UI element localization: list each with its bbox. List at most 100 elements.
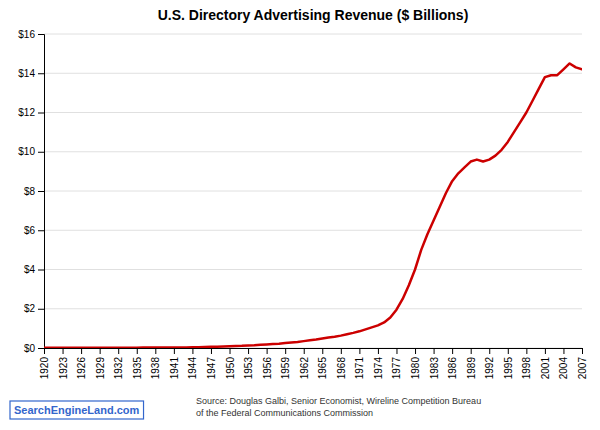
x-tick-mark bbox=[174, 348, 175, 354]
x-tick-mark bbox=[471, 348, 472, 354]
x-tick-mark bbox=[434, 348, 435, 354]
x-tick: 1983 bbox=[429, 348, 440, 379]
x-tick-mark bbox=[230, 348, 231, 354]
grid-line bbox=[44, 112, 582, 113]
x-tick-label: 1941 bbox=[169, 357, 180, 380]
x-tick: 1989 bbox=[466, 348, 477, 379]
y-tick-label: $14 bbox=[18, 68, 35, 79]
x-tick-label: 1926 bbox=[76, 357, 87, 380]
y-tick-label: $4 bbox=[24, 264, 36, 275]
x-tick-mark bbox=[359, 348, 360, 354]
x-tick: 2004 bbox=[558, 348, 569, 379]
x-axis-line bbox=[45, 349, 583, 355]
x-tick-label: 1971 bbox=[354, 357, 365, 380]
y-tick-mark bbox=[38, 191, 44, 192]
x-tick-mark bbox=[285, 348, 286, 354]
x-tick-label: 2007 bbox=[577, 357, 588, 380]
x-tick-label: 1965 bbox=[317, 357, 328, 380]
x-tick-label: 1983 bbox=[429, 357, 440, 380]
y-tick: $14 bbox=[18, 68, 44, 79]
x-tick: 1932 bbox=[113, 348, 124, 379]
x-tick-mark bbox=[582, 348, 583, 354]
x-tick: 1929 bbox=[95, 348, 106, 379]
x-tick-mark bbox=[452, 348, 453, 354]
x-tick-label: 1992 bbox=[484, 357, 495, 380]
x-tick-mark bbox=[341, 348, 342, 354]
y-tick: $12 bbox=[18, 107, 44, 118]
x-tick-label: 1935 bbox=[132, 357, 143, 380]
y-tick-mark bbox=[38, 73, 44, 74]
marks bbox=[44, 63, 582, 347]
line bbox=[44, 63, 582, 347]
y-tick-label: $6 bbox=[24, 225, 36, 236]
y-axis: $0 $2 $4 $6 $8 $10 $12 $14 $16 bbox=[18, 29, 44, 354]
x-tick: 1986 bbox=[447, 348, 458, 379]
y-tick-label: $8 bbox=[24, 186, 36, 197]
x-tick: 1938 bbox=[150, 348, 161, 379]
x-tick-label: 1980 bbox=[410, 357, 421, 380]
watermark-box bbox=[10, 401, 144, 419]
x-tick-label: 1986 bbox=[447, 357, 458, 380]
x-tick-label: 1968 bbox=[336, 357, 347, 380]
x-tick-mark bbox=[304, 348, 305, 354]
y-tick: $10 bbox=[18, 146, 44, 157]
x-tick: 1944 bbox=[187, 348, 198, 379]
x-tick-mark bbox=[396, 348, 397, 354]
y-tick-mark bbox=[38, 113, 44, 114]
x-tick: 1953 bbox=[243, 348, 254, 379]
y-tick: $2 bbox=[24, 303, 44, 314]
x-tick-mark bbox=[155, 348, 156, 354]
x-tick-label: 1974 bbox=[373, 357, 384, 380]
x-tick-mark bbox=[508, 348, 509, 354]
x-tick: 1992 bbox=[484, 348, 495, 379]
y-axis-line bbox=[38, 35, 45, 349]
y-tick-label: $16 bbox=[18, 29, 35, 40]
x-tick-label: 1989 bbox=[466, 357, 477, 380]
x-tick: 1965 bbox=[317, 348, 328, 379]
x-tick-label: 1959 bbox=[280, 357, 291, 380]
watermark: SearchEngineLand.com bbox=[10, 401, 144, 419]
x-tick-label: 1932 bbox=[113, 357, 124, 380]
x-tick-label: 2004 bbox=[558, 357, 569, 380]
x-tick: 1959 bbox=[280, 348, 291, 379]
grid-line bbox=[44, 191, 582, 192]
x-tick: 1998 bbox=[521, 348, 532, 379]
source-line: Source: Douglas Galbi, Senior Economist,… bbox=[196, 396, 481, 406]
x-tick-label: 1929 bbox=[95, 357, 106, 380]
x-tick-label: 1962 bbox=[299, 357, 310, 380]
y-tick-label: $0 bbox=[24, 343, 36, 354]
title: U.S. Directory Advertising Revenue ($ Bi… bbox=[158, 7, 469, 23]
source-line: of the Federal Communications Commission bbox=[196, 408, 373, 418]
y-tick: $4 bbox=[24, 264, 44, 275]
x-tick-mark bbox=[248, 348, 249, 354]
x-tick: 1968 bbox=[336, 348, 347, 379]
y-tick-label: $10 bbox=[18, 146, 35, 157]
grid-line bbox=[44, 308, 582, 309]
x-tick-mark bbox=[81, 348, 82, 354]
y-tick-mark bbox=[38, 270, 44, 271]
source-note: Source: Douglas Galbi, Senior Economist,… bbox=[196, 396, 481, 418]
x-tick-label: 1953 bbox=[243, 357, 254, 380]
x-tick: 1962 bbox=[299, 348, 310, 379]
x-tick-label: 1995 bbox=[503, 357, 514, 380]
x-tick-label: 1947 bbox=[206, 357, 217, 380]
x-tick: 1941 bbox=[169, 348, 180, 379]
x-tick: 1977 bbox=[391, 348, 402, 379]
x-tick-label: 2001 bbox=[540, 357, 551, 380]
x-tick-mark bbox=[563, 348, 564, 354]
x-tick: 1926 bbox=[76, 348, 87, 379]
x-tick: 1995 bbox=[503, 348, 514, 379]
x-tick-mark bbox=[100, 348, 101, 354]
y-tick: $16 bbox=[18, 29, 44, 40]
x-tick: 1956 bbox=[262, 348, 273, 379]
y-tick-mark bbox=[38, 348, 44, 349]
x-tick-label: 1920 bbox=[39, 357, 50, 380]
x-tick-label: 1977 bbox=[391, 357, 402, 380]
grid-line bbox=[44, 34, 582, 35]
watermark-text: SearchEngineLand.com bbox=[14, 404, 140, 416]
x-tick: 2007 bbox=[577, 348, 588, 379]
y-tick-label: $2 bbox=[24, 303, 36, 314]
x-tick-mark bbox=[378, 348, 379, 354]
x-tick: 1950 bbox=[225, 348, 236, 379]
grid-line bbox=[44, 230, 582, 231]
